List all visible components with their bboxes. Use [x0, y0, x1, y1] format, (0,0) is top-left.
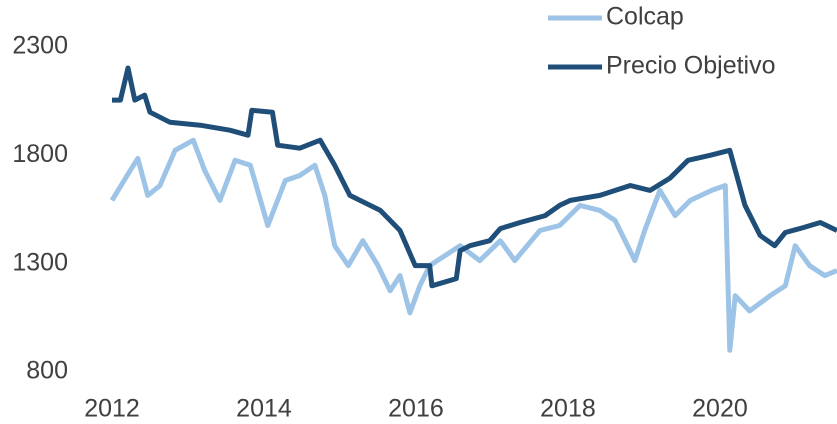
x-tick-label: 2014: [236, 395, 292, 423]
legend-label: Precio Objetivo: [606, 52, 776, 80]
x-tick-label: 2012: [84, 395, 140, 423]
y-tick-label: 1800: [12, 140, 68, 168]
y-tick-label: 2300: [12, 32, 68, 60]
series-line: [109, 137, 837, 353]
series-line: [112, 65, 837, 289]
x-tick-label: 2018: [540, 395, 596, 423]
legend-label: Colcap: [606, 3, 684, 31]
x-tick-label: 2020: [692, 395, 748, 423]
x-tick-label: 2016: [388, 395, 444, 423]
y-tick-label: 1300: [12, 248, 68, 276]
y-tick-label: 800: [26, 357, 68, 385]
